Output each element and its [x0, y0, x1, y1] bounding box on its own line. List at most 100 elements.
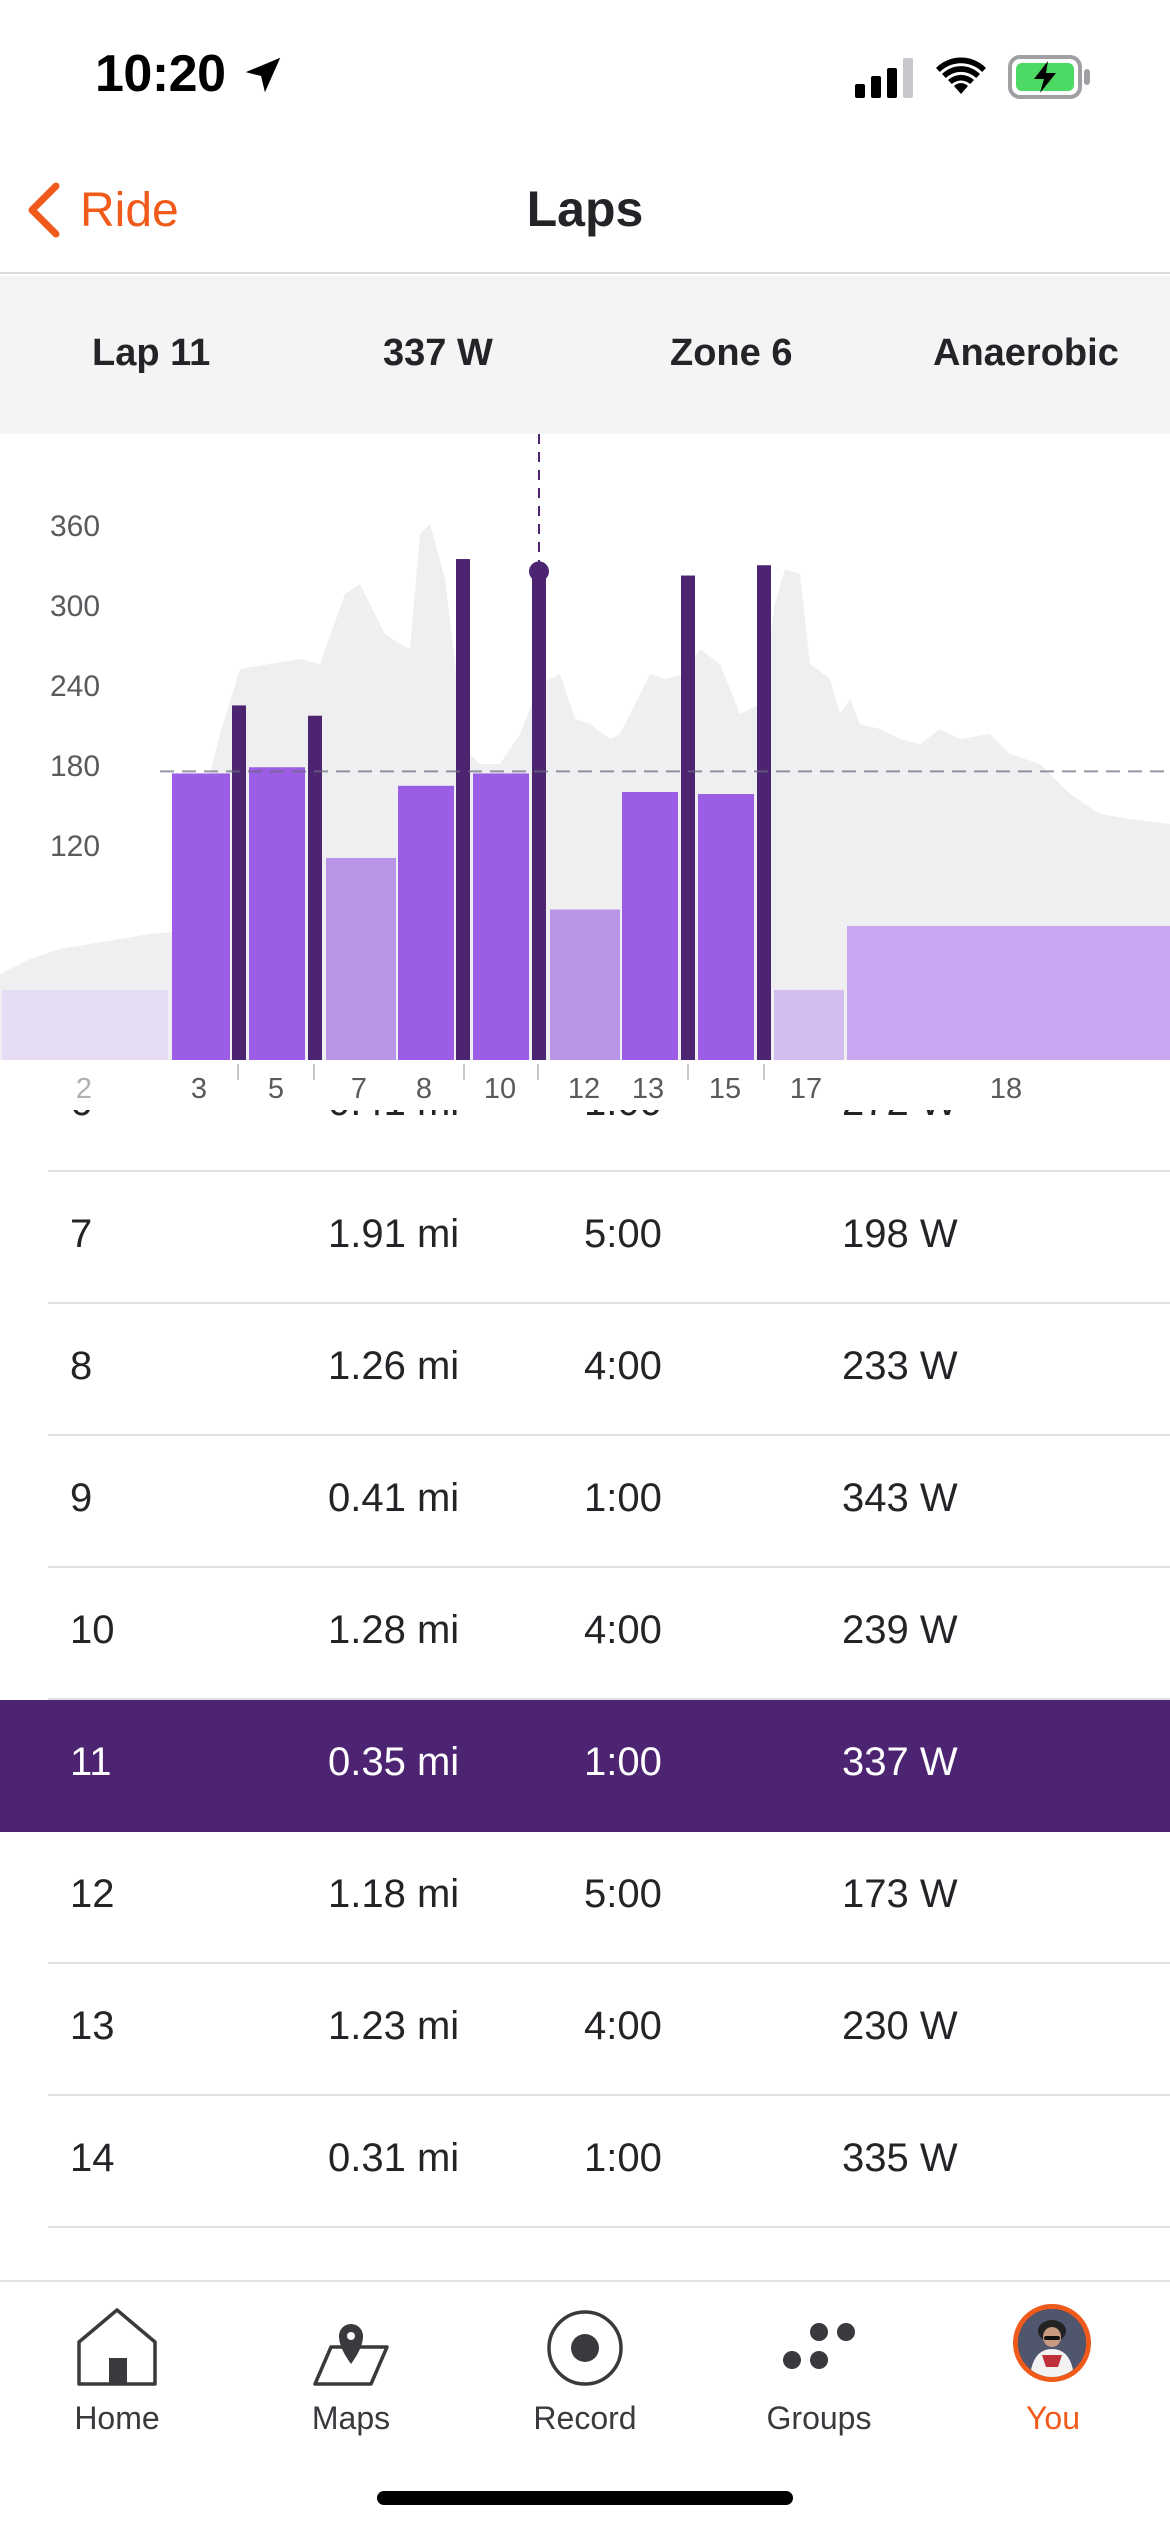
- power-cell: 343 W: [842, 1476, 958, 1520]
- lap-summary: Lap 11 337 W Zone 6 Anaerobic: [0, 276, 1170, 434]
- table-row[interactable]: 14 0.31 mi 1:00 335 W: [0, 2096, 1170, 2228]
- table-row-selected[interactable]: 11 0.35 mi 1:00 337 W: [0, 1700, 1170, 1832]
- tab-home-label: Home: [74, 2400, 160, 2436]
- nav-bar: Ride Laps: [0, 150, 1170, 274]
- distance-cell: 1.91 mi: [328, 1212, 460, 1256]
- power-cell: 230 W: [842, 2004, 958, 2048]
- tab-groups-label: Groups: [766, 2400, 872, 2436]
- tab-maps[interactable]: Maps: [234, 2282, 468, 2442]
- laps-table: 6 0.41 mi 1:00 272 W 7 1.91 mi 5:00 198 W 8 1.26 …: [0, 1110, 1170, 2282]
- distance-cell: 0.41 mi: [328, 1110, 459, 1125]
- chevron-left-icon: [28, 182, 60, 238]
- lap-cell: 6: [70, 1110, 92, 1125]
- time-cell: 5:00: [584, 1212, 662, 1256]
- lap-cell: 10: [70, 1608, 115, 1652]
- time-cell: 4:00: [584, 1344, 662, 1388]
- row-divider: [48, 2226, 1170, 2228]
- x-tick-label: 2: [76, 1073, 92, 1105]
- lap-bar-6: [308, 715, 322, 1060]
- tab-bar: Home Maps Record Groups You: [0, 2280, 1170, 2532]
- tab-record[interactable]: Record: [468, 2282, 702, 2442]
- lap-cell: 8: [70, 1344, 93, 1388]
- record-icon: [547, 2310, 623, 2386]
- tab-home[interactable]: Home: [0, 2282, 234, 2442]
- lap-cell: 9: [70, 1476, 93, 1520]
- page-title: Laps: [526, 181, 644, 237]
- time-cell: 1:00: [584, 1110, 662, 1125]
- table-row[interactable]: 8 1.26 mi 4:00 233 W: [0, 1304, 1170, 1436]
- lap-bar-14: [681, 575, 695, 1060]
- status-time: 10:20: [95, 45, 226, 103]
- y-tick-label: 240: [50, 670, 100, 703]
- home-indicator: [377, 2491, 793, 2505]
- time-cell: 5:00: [584, 1872, 662, 1916]
- tab-you[interactable]: You: [936, 2282, 1170, 2442]
- summary-power: 337 W: [383, 332, 493, 374]
- time-cell: 1:00: [584, 1740, 662, 1784]
- lap-bar-9: [456, 559, 470, 1060]
- groups-icon: [783, 2323, 855, 2369]
- y-tick-label: 300: [50, 590, 100, 623]
- x-tick-label: 15: [709, 1073, 741, 1105]
- table-row[interactable]: 7 1.91 mi 5:00 198 W: [0, 1172, 1170, 1304]
- x-tick-label: 8: [416, 1073, 432, 1105]
- lap-cell: 12: [70, 1872, 115, 1916]
- power-cell: 233 W: [842, 1344, 958, 1388]
- summary-zone: Zone 6: [670, 332, 793, 374]
- time-cell: 1:00: [584, 1476, 662, 1520]
- avatar[interactable]: [1013, 2304, 1091, 2382]
- y-tick-label: 120: [50, 830, 100, 863]
- row-divider: [48, 1434, 1170, 1436]
- row-divider: [48, 1170, 1170, 1172]
- lap-bar-2: [2, 989, 168, 1060]
- avatar-image: [1018, 2309, 1086, 2377]
- lap-bar-7: [326, 857, 396, 1060]
- map-pin-icon: [313, 2324, 389, 2386]
- y-tick-label: 360: [50, 510, 100, 543]
- location-arrow-icon: [245, 57, 281, 93]
- distance-cell: 0.35 mi: [328, 1740, 460, 1784]
- table-row[interactable]: 13 1.23 mi 4:00 230 W: [0, 1964, 1170, 2096]
- lap-cell: 14: [70, 2136, 115, 2180]
- power-cell: 335 W: [842, 2136, 958, 2180]
- lap-bar-15: [698, 794, 754, 1060]
- lap-bar-16: [757, 565, 771, 1060]
- laps-power-chart[interactable]: 360 300 240 180 120 2 3 5 7 8 10 12 13 15 17 18: [0, 434, 1170, 1114]
- row-divider: [48, 1302, 1170, 1304]
- table-row[interactable]: 9 0.41 mi 1:00 343 W: [0, 1436, 1170, 1568]
- table-row[interactable]: 6 0.41 mi 1:00 272 W: [0, 1110, 1170, 1172]
- lap-bar-8: [398, 785, 454, 1060]
- x-tick-label: 3: [191, 1073, 207, 1105]
- lap-bar-10: [473, 773, 529, 1060]
- lap-bar-12: [550, 909, 620, 1060]
- table-row[interactable]: 12 1.18 mi 5:00 173 W: [0, 1832, 1170, 1964]
- x-tick-label: 5: [268, 1073, 284, 1105]
- back-button[interactable]: Ride: [24, 170, 179, 250]
- lap-cell: 11: [70, 1740, 112, 1784]
- row-divider: [48, 2094, 1170, 2096]
- lap-cell: 13: [70, 2004, 115, 2048]
- tab-you-label: You: [1026, 2400, 1080, 2436]
- x-tick-label: 7: [351, 1073, 367, 1105]
- home-icon: [77, 2308, 157, 2386]
- time-cell: 1:00: [584, 2136, 662, 2180]
- selected-lap-marker: [529, 561, 549, 582]
- time-cell: 4:00: [584, 1608, 662, 1652]
- x-tick-label: 10: [484, 1073, 516, 1105]
- power-cell: 337 W: [842, 1740, 958, 1784]
- tab-groups[interactable]: Groups: [702, 2282, 936, 2442]
- wifi-icon: [936, 57, 986, 94]
- lap-bar-11: [532, 571, 546, 1060]
- power-cell: 272 W: [842, 1110, 958, 1125]
- lap-bar-18: [847, 926, 1170, 1060]
- battery-charging-icon: [1008, 55, 1090, 99]
- row-divider: [48, 1962, 1170, 1964]
- distance-cell: 0.31 mi: [328, 2136, 460, 2180]
- x-tick-label: 18: [990, 1073, 1022, 1105]
- table-row[interactable]: 10 1.28 mi 4:00 239 W: [0, 1568, 1170, 1700]
- lap-bar-4: [232, 705, 246, 1060]
- distance-cell: 1.23 mi: [328, 2004, 460, 2048]
- x-tick-label: 12: [568, 1073, 600, 1105]
- summary-lap: Lap 11: [92, 332, 211, 374]
- cellular-signal-icon: [855, 58, 913, 98]
